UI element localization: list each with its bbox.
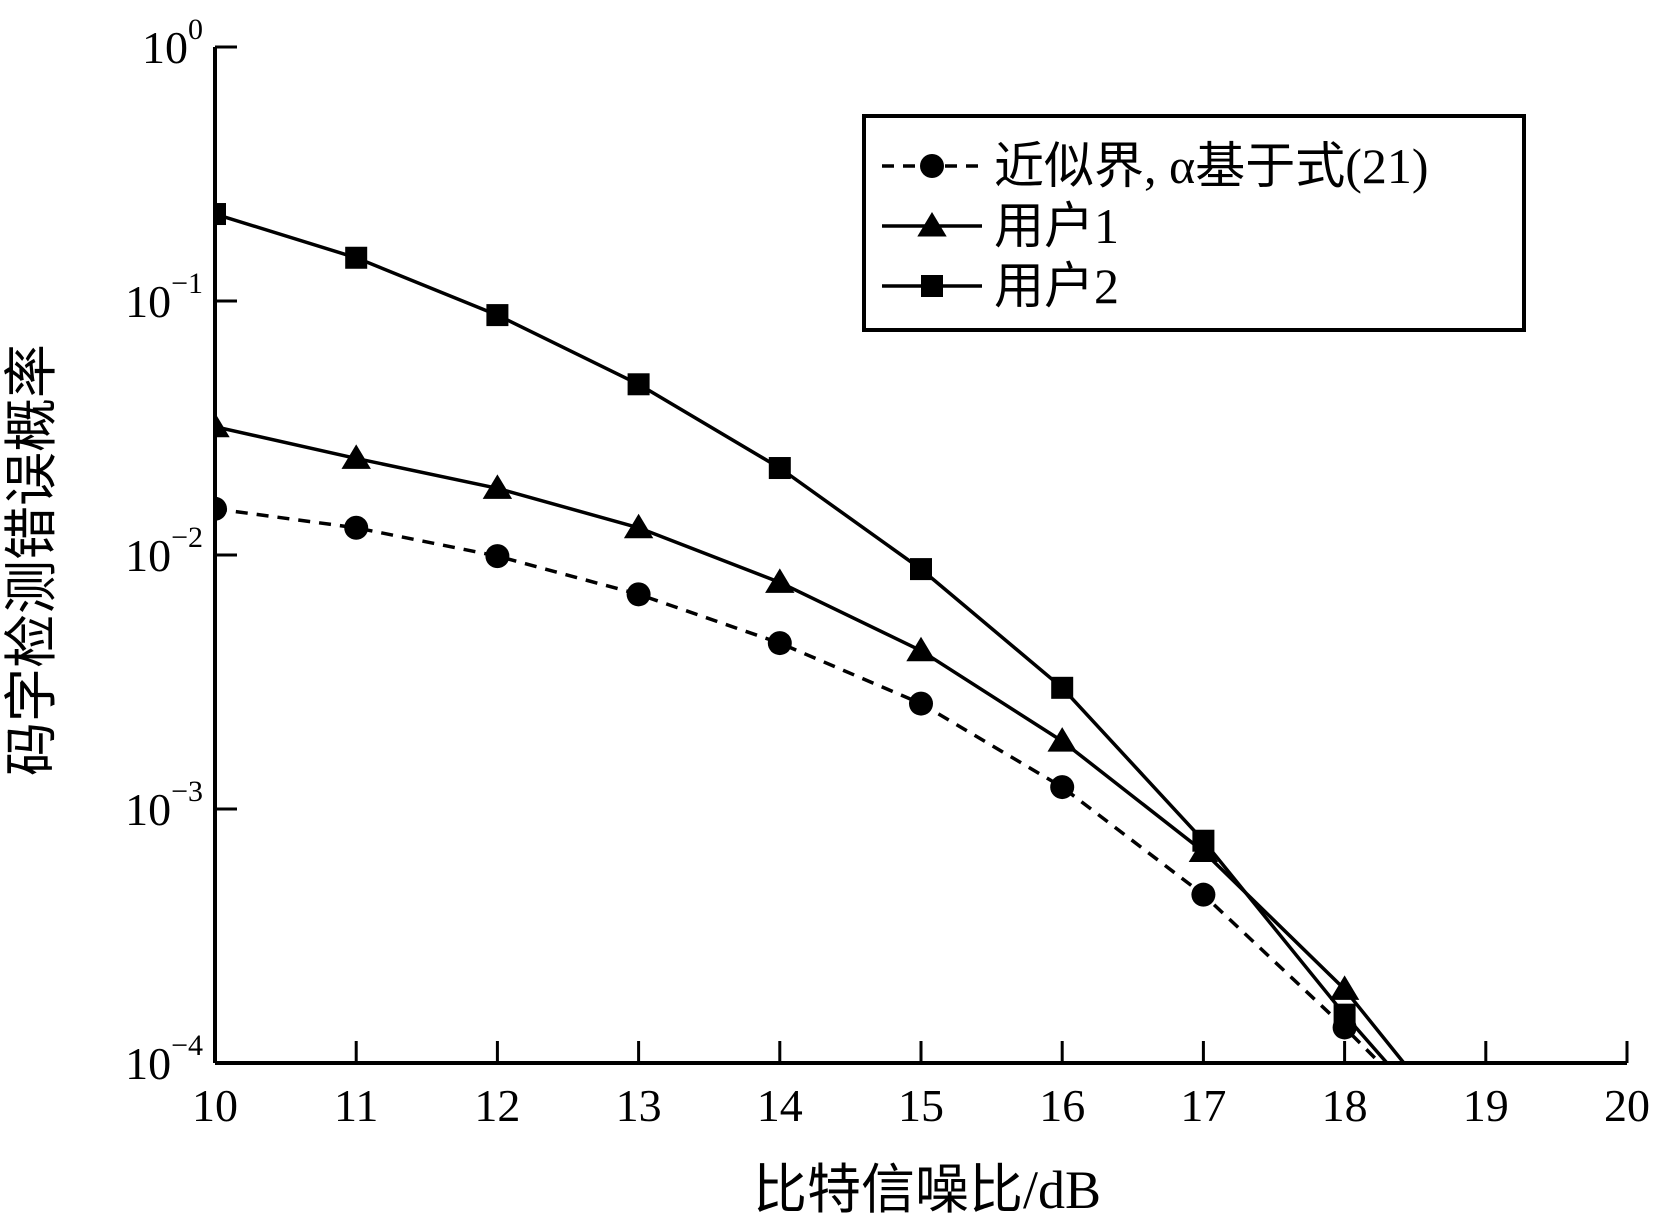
y-tick-label: 100 [142, 13, 203, 73]
series-1-point [1050, 775, 1075, 800]
series-1-point [485, 544, 510, 569]
y-tick-label: 10−1 [125, 267, 203, 327]
series-1-point [1191, 882, 1216, 907]
x-tick-label: 13 [616, 1080, 662, 1131]
series-line-2 [215, 424, 1406, 1063]
series-line-1 [215, 507, 1382, 1063]
series-1-point [344, 515, 369, 540]
axes-layer: 10 11 12 13 14 15 16 17 18 19 20 100 10−1 10−2 10−3 10−… [125, 13, 1650, 1131]
x-tick-label: 12 [474, 1080, 520, 1131]
series-3-point [768, 457, 791, 480]
x-tick-label: 17 [1180, 1080, 1226, 1131]
series-2-point [906, 636, 936, 662]
y-axis-title: 码字检测错误概率 [2, 344, 62, 776]
y-tick-label: 10−2 [125, 521, 203, 581]
series-2-point [1047, 727, 1077, 752]
y-tick-label: 10−3 [125, 775, 203, 835]
legend-marker-3 [921, 275, 943, 297]
x-tick-label: 20 [1604, 1080, 1650, 1131]
series-1-point [215, 496, 227, 521]
x-tick-label: 16 [1039, 1080, 1085, 1131]
series-3-point [910, 558, 932, 581]
x-tick-label: 11 [334, 1080, 378, 1131]
series-3-point [1333, 1003, 1356, 1026]
series-3-point [627, 373, 650, 396]
series-2-point [482, 474, 513, 499]
legend-marker-2 [917, 212, 947, 237]
x-tick-label: 10 [192, 1080, 238, 1131]
series-2-point [1329, 975, 1360, 1000]
x-tick-label: 15 [898, 1080, 944, 1131]
series-2-point [765, 568, 795, 593]
series-line-3 [215, 212, 1389, 1063]
x-tick-label: 14 [757, 1080, 803, 1131]
series-1-point [767, 631, 792, 656]
series-1-point [626, 582, 651, 607]
series-3-point [1192, 829, 1215, 852]
y-tick-label: 10−4 [125, 1029, 203, 1089]
series-layer [215, 203, 1406, 1063]
series-3-point [1051, 676, 1074, 699]
legend-label-2: 用户1 [994, 198, 1119, 254]
series-2-point [341, 444, 371, 469]
x-tick-label: 18 [1322, 1080, 1368, 1131]
x-axis-title: 比特信噪比/dB [753, 1160, 1101, 1220]
series-2-point [215, 412, 230, 438]
series-2-point [623, 513, 654, 539]
legend-box [862, 114, 1526, 332]
legend-marker-1 [920, 154, 944, 178]
series-1-point [909, 691, 933, 716]
x-tick-label: 19 [1463, 1080, 1509, 1131]
series-3-point [345, 246, 368, 269]
legend-label-3: 用户2 [994, 258, 1119, 314]
series-3-point [486, 304, 509, 327]
legend-label-1: 近似界, α基于式(21) [994, 138, 1429, 194]
series-3-point [215, 203, 226, 226]
